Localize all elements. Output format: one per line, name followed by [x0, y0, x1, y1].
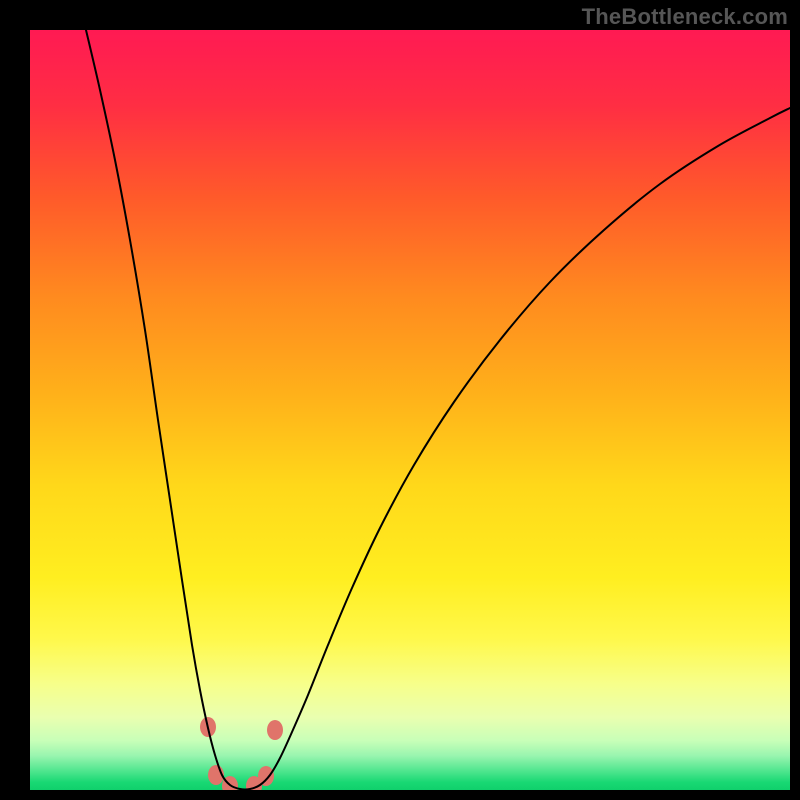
plot-area: [30, 30, 790, 790]
plot-svg: [30, 30, 790, 790]
figure-container: TheBottleneck.com: [0, 0, 800, 800]
watermark-text: TheBottleneck.com: [582, 4, 788, 30]
curve-marker: [258, 766, 274, 786]
gradient-background: [30, 30, 790, 790]
curve-marker: [267, 720, 283, 740]
